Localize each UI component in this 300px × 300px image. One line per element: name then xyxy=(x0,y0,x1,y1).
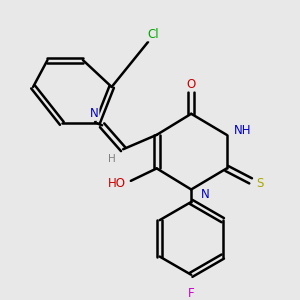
Text: S: S xyxy=(256,177,264,190)
Text: N: N xyxy=(201,188,210,201)
Text: O: O xyxy=(187,78,196,91)
Text: H: H xyxy=(108,154,116,164)
Text: NH: NH xyxy=(234,124,252,136)
Text: F: F xyxy=(188,287,194,300)
Text: N: N xyxy=(90,107,99,120)
Text: Cl: Cl xyxy=(147,28,159,41)
Text: HO: HO xyxy=(107,177,125,190)
